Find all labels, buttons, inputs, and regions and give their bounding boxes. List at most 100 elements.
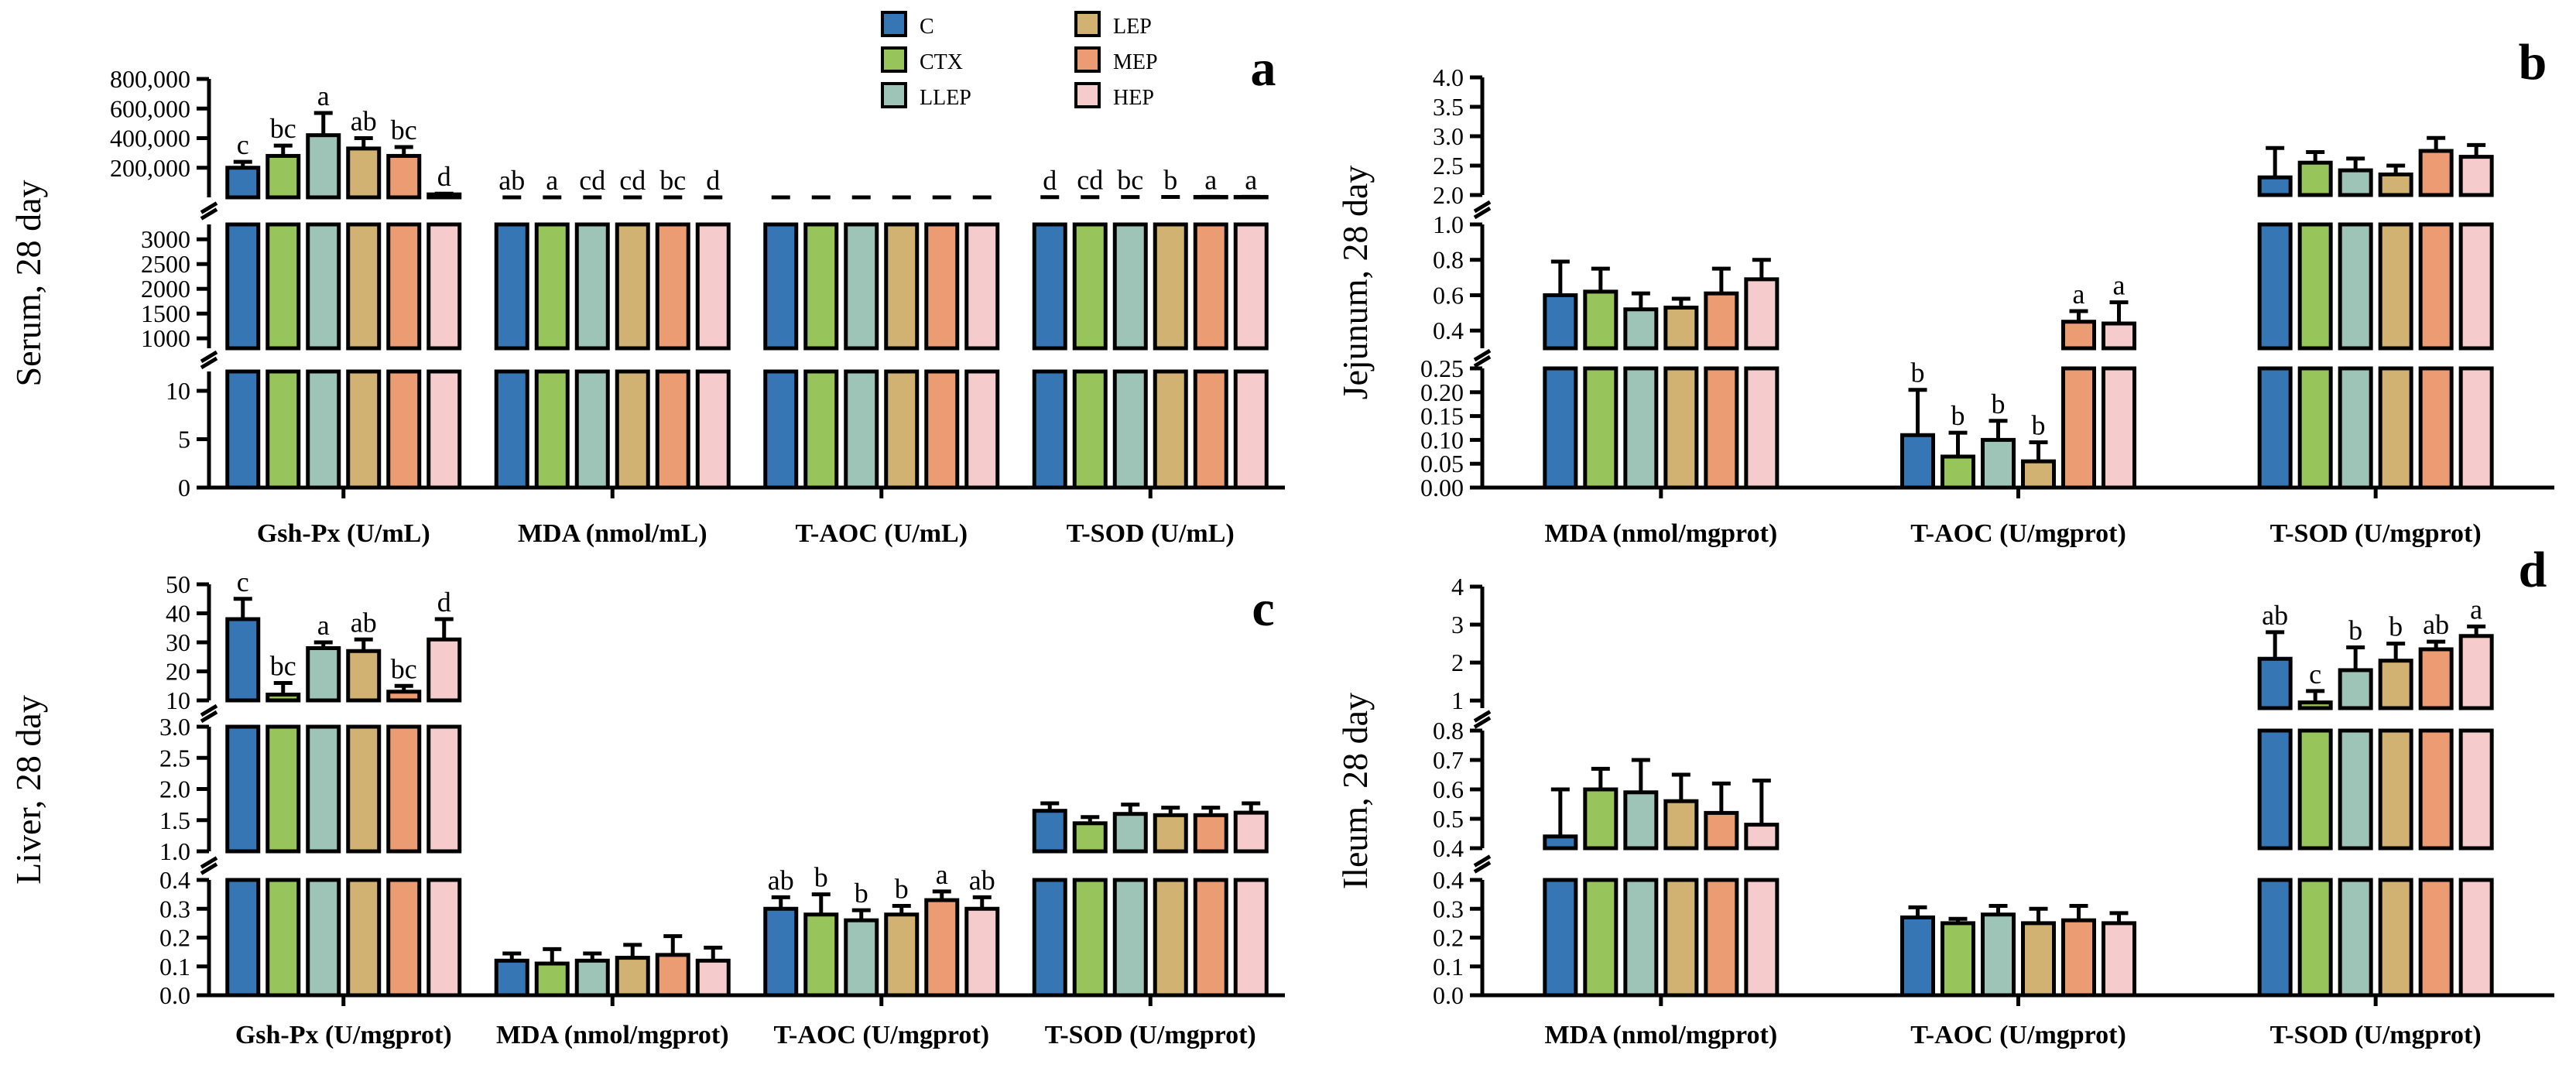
bar-hep [1744,366,1780,490]
y-tick-label: 10 [166,686,190,714]
y-tick-label: 0.4 [159,866,190,894]
legend-label-mep: MEP [1113,50,1158,74]
axis-break-mark [200,710,218,724]
y-tick-label: 3.5 [1433,93,1464,121]
bar-c [1900,915,1935,998]
axis-break-mark [200,856,218,869]
bar-c [225,617,261,703]
significance-letter: ab [498,165,525,196]
bar-mep [386,690,422,703]
bar-c [2257,656,2293,710]
y-tick-label: 1.0 [159,837,190,865]
significance-letter: bc [659,165,686,196]
y-tick-label: 0.5 [1433,805,1464,833]
significance-letter: d [1043,165,1057,196]
y-tick-label: 0.7 [1433,746,1464,774]
y-tick-label: 1 [1451,686,1464,714]
bar-llep [2338,366,2373,490]
bar-llep [306,878,341,998]
y-tick-label: 0.25 [1420,354,1464,382]
bar-llep [306,724,341,854]
bar-mep [2418,149,2454,197]
bar-c [763,369,799,490]
bar-hep [426,724,462,854]
significance-letter: b [1163,165,1177,196]
bar-c [1543,878,1578,998]
significance-letter: d [706,165,720,196]
bar-lep [1153,222,1188,351]
legend-label-c: C [920,15,934,39]
significance-letter: b [855,878,868,909]
y-axis-label: Liver, 28 day [9,695,48,885]
significance-letter: c [237,129,249,160]
bar-llep [1981,912,2016,998]
category-label: T-SOD (U/mgprot) [2270,519,2482,548]
legend-swatch-ctx [881,46,907,73]
panel-c: 0.00.10.20.30.41.0 1.5 2.0 2.5 3.01020304050… [9,567,1285,1049]
significance-letter: d [437,161,451,192]
y-tick-label: 0.10 [1420,426,1464,454]
bar-hep [1233,878,1269,998]
bar-mep [924,898,960,998]
bar-hep [2102,366,2136,490]
bar-mep [386,222,422,351]
bar-lep [2378,878,2413,998]
significance-letter: b [2032,409,2046,440]
legend-swatch-mep [1074,46,1101,73]
significance-letter: a [2470,594,2482,625]
category-label: T-SOD (U/mL) [1067,519,1235,548]
bar-c [2257,728,2293,851]
bar-hep [964,369,1000,490]
bar-hep [2458,878,2494,998]
category-label: T-AOC (U/mgprot) [773,1021,989,1049]
bar-hep [426,878,462,998]
bar-llep [1623,307,1659,351]
significance-letter: ab [768,864,794,895]
bar-mep [655,369,690,490]
bar-mep [2418,366,2454,490]
panel-b: 0.000.050.100.150.200.25 0.4 0.6 0.8 1.02.02… [1335,34,2554,548]
axis-break-mark [1473,861,1492,874]
category-label: Gsh-Px (U/mL) [257,519,430,548]
bar-hep [964,906,1000,998]
bar-mep [2418,222,2454,351]
bar-c [1032,809,1067,854]
y-tick-label: 0.1 [1433,953,1464,981]
y-tick-label: 0.8 [1433,717,1464,745]
panel-letter: a [1251,40,1276,97]
bar-lep [2378,659,2413,710]
y-tick-label: 50 [166,570,190,598]
bar-hep [2458,728,2494,851]
bar-ctx [534,369,570,490]
bar-mep [1704,366,1739,490]
bar-lep [615,222,650,351]
significance-letter: a [317,80,330,111]
y-tick-label: 20 [166,658,190,686]
significance-letter: bc [391,115,417,145]
y-tick-label: 200,000 [110,154,190,182]
category-label: MDA (nmol/mgprot) [1545,1021,1778,1049]
bar-mep [924,369,960,490]
bar-c [1900,433,1935,490]
y-tick-label: 0.0 [159,981,190,1009]
significance-letter: b [2389,611,2403,642]
bar-hep [1744,823,1780,851]
y-tick-label: 2.0 [1433,181,1464,209]
legend-swatch-hep [1074,82,1101,108]
significance-letter: a [546,165,558,196]
bar-c [225,369,261,490]
category-label: MDA (nmol/mgprot) [1545,519,1778,548]
bar-llep [1112,369,1148,490]
legend-swatch-c [881,11,907,37]
significance-letter: a [2073,279,2085,310]
significance-letter: c [237,567,249,597]
bar-ctx [1072,821,1108,854]
y-tick-label: 400,000 [110,125,190,152]
category-label: MDA (nmol/mL) [518,519,707,548]
bar-ctx [2297,728,2333,851]
axis-break-mark [200,207,218,221]
axis-break-mark [1473,710,1492,723]
y-tick-label: 3 [1451,611,1464,638]
